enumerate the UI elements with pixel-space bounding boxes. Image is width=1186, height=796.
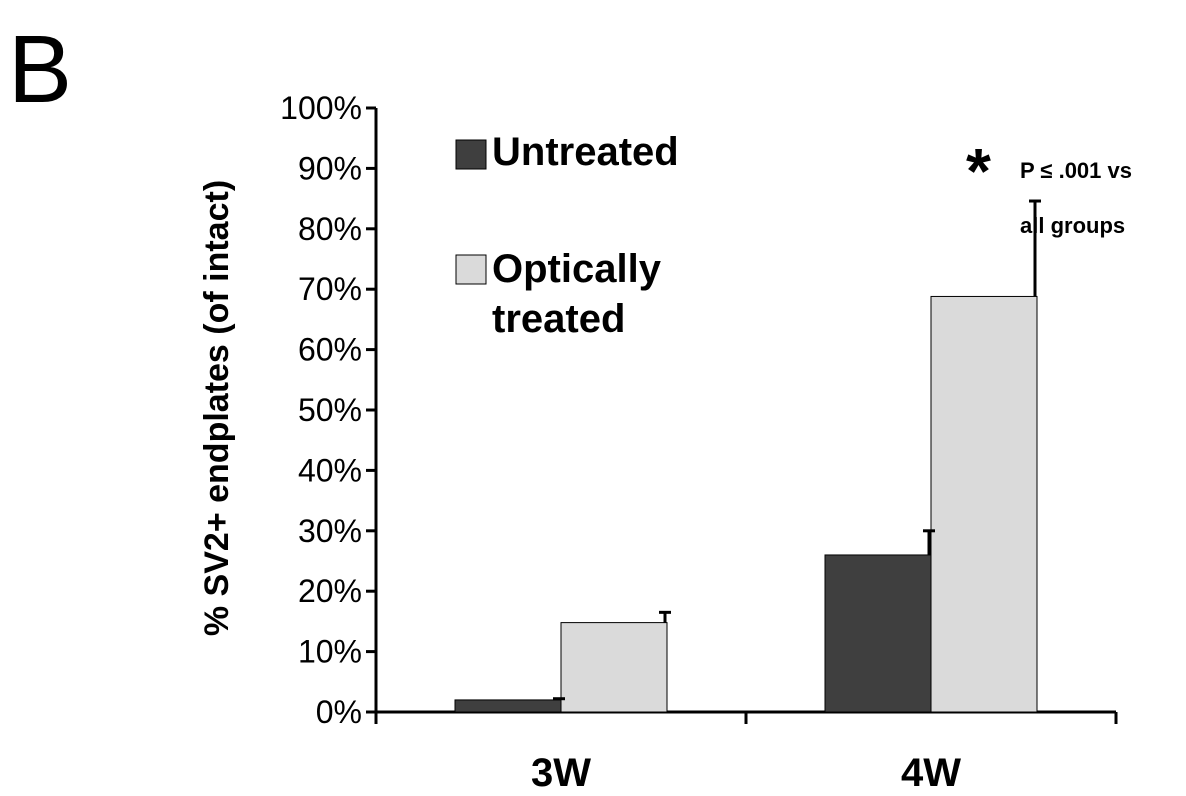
x-category-label: 3W (531, 751, 591, 795)
y-tick-label: 100% (280, 90, 362, 126)
y-tick-label: 0% (316, 694, 362, 730)
legend-swatch-untreated (455, 139, 487, 170)
y-tick-label: 10% (298, 634, 362, 670)
y-tick-label: 50% (298, 392, 362, 428)
bar-optically-treated-3W (560, 622, 668, 713)
legend-label-untreated: Untreated (492, 130, 679, 174)
error-bars (553, 199, 1041, 701)
bar-optically-treated-4W (930, 295, 1038, 713)
significance-text-line1: P ≤ .001 vs (1020, 158, 1132, 183)
y-tick-label: 40% (298, 452, 362, 488)
y-tick-label: 80% (298, 211, 362, 247)
bars (454, 295, 1038, 713)
x-category-label: 4W (901, 751, 961, 795)
legend-label-optically-treated-line2: treated (492, 297, 625, 341)
significance-annotation: * P ≤ .001 vs all groups (966, 135, 1132, 238)
y-axis: 0% 10% 20% 30% 40% 50% 60% 70% 80% 90% 100% (280, 90, 378, 730)
panel-label: B (8, 16, 72, 123)
significance-text-line2: all groups (1020, 213, 1125, 238)
y-axis-title: % SV2+ endplates (of intact) (198, 180, 236, 636)
legend: Untreated Optically treated (455, 130, 679, 341)
bar-untreated-4W (824, 554, 932, 713)
bar-untreated-3W (454, 699, 562, 713)
y-tick-label: 90% (298, 150, 362, 186)
significance-star: * (966, 135, 991, 207)
y-tick-label: 30% (298, 513, 362, 549)
legend-label-optically-treated-line1: Optically (492, 247, 662, 291)
y-tick-label: 70% (298, 271, 362, 307)
y-tick-label: 60% (298, 332, 362, 368)
y-tick-label: 20% (298, 573, 362, 609)
legend-swatch-optically-treated (455, 254, 487, 285)
x-axis: 3W 4W (374, 710, 1118, 795)
